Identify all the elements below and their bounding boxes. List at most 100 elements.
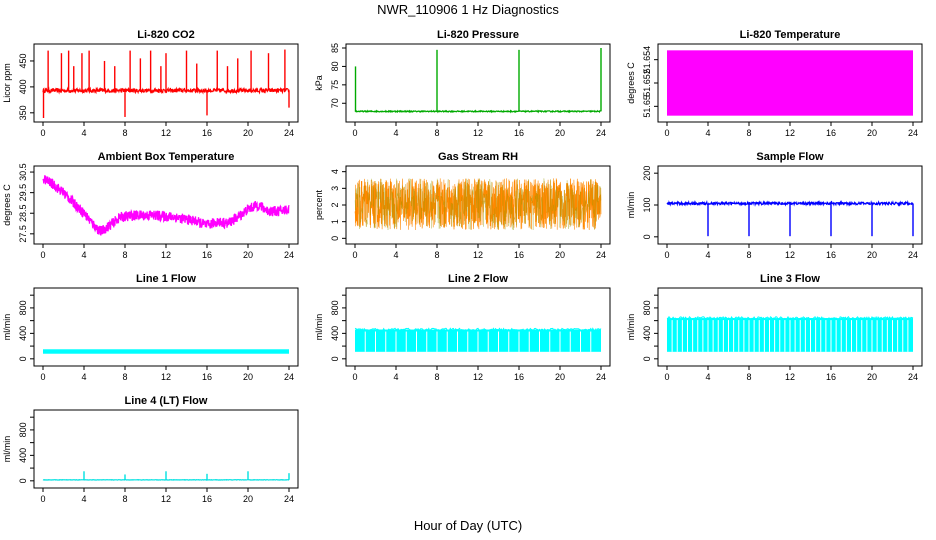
x-tick-label: 12 [161,128,171,138]
x-tick-label: 0 [664,128,669,138]
x-tick-label: 24 [596,128,606,138]
data-layer [667,50,913,116]
x-tick-label: 24 [284,128,294,138]
y-tick-label: 400 [18,448,28,463]
x-tick-label: 12 [785,250,795,260]
chart-title: Ambient Box Temperature [98,151,235,163]
x-tick-label: 16 [202,128,212,138]
x-tick-label: 0 [40,494,45,504]
y-tick-label: 400 [330,326,340,341]
x-tick-label: 4 [393,128,398,138]
y-tick-label: 3 [330,186,340,191]
y-axis-label: ml/min [314,314,324,341]
x-tick-label: 24 [908,128,918,138]
data-layer [666,315,914,352]
x-tick-label: 8 [122,128,127,138]
series-scatter-alt [354,178,602,231]
y-axis-label: ml/min [2,314,12,341]
data-layer [43,349,289,354]
y-axis-label: ml/min [2,436,12,463]
chart-title: Line 4 (LT) Flow [125,395,208,407]
y-tick-label: 51.65 [642,95,652,118]
y-tick-label: 1 [330,219,340,224]
y-tick-label: 800 [330,300,340,315]
y-tick-label: 29.5 [18,184,28,202]
y-tick-label: 2 [330,202,340,207]
x-tick-label: 20 [867,128,877,138]
x-tick-label: 20 [243,494,253,504]
series-line [42,175,290,236]
x-tick-label: 4 [81,128,86,138]
x-tick-label: 0 [40,128,45,138]
y-tick-label: 51.652 [642,69,652,97]
x-tick-label: 12 [473,128,483,138]
y-tick-label: 51.654 [642,46,652,74]
x-tick-label: 16 [514,128,524,138]
plot-frame [33,287,299,367]
data-layer [42,175,290,236]
x-tick-label: 8 [434,250,439,260]
y-tick-label: 100 [642,197,652,212]
x-tick-label: 24 [284,250,294,260]
x-tick-label: 4 [705,128,710,138]
x-tick-label: 20 [867,372,877,382]
chart-title: Li-820 Pressure [437,29,519,41]
chart-title: Line 3 Flow [760,273,820,285]
x-tick-label: 8 [746,250,751,260]
y-tick-label: 80 [330,61,340,71]
x-tick-label: 20 [243,372,253,382]
series-line [354,109,602,114]
series-top-edge [354,327,602,332]
series-top-edge [666,315,914,321]
x-tick-label: 0 [352,250,357,260]
x-tick-label: 12 [785,372,795,382]
x-tick-label: 12 [161,494,171,504]
x-tick-label: 12 [473,372,483,382]
y-axis-label: degrees C [626,62,636,104]
x-tick-label: 16 [514,372,524,382]
x-tick-label: 16 [202,494,212,504]
y-tick-label: 0 [330,356,340,361]
data-layer [42,471,290,481]
chart-temperature: Li-820 Temperature degrees C 0 4 8 12 16 20 24 51… [626,29,923,138]
x-tick-label: 24 [284,494,294,504]
chart-line1: Line 1 Flow ml/min 0 4 8 12 16 20 24 0 400 800 [2,273,299,382]
series-band [43,349,289,354]
x-axis-label: Hour of Day (UTC) [413,518,523,533]
chart-title: Line 1 Flow [136,273,196,285]
y-tick-label: 0 [330,236,340,241]
chart-title: Line 2 Flow [448,273,508,285]
x-tick-label: 12 [161,250,171,260]
y-tick-label: 27.5 [18,225,28,243]
y-tick-label: 0 [18,478,28,483]
chart-title: Li-820 CO2 [137,29,194,41]
y-axis-label: Licor ppm [2,63,12,103]
x-tick-label: 0 [40,250,45,260]
x-tick-label: 4 [81,250,86,260]
x-tick-label: 16 [202,372,212,382]
x-tick-label: 20 [243,250,253,260]
x-tick-label: 4 [81,372,86,382]
x-tick-label: 12 [161,372,171,382]
data-layer [42,49,290,118]
y-tick-label: 400 [642,326,652,341]
x-tick-label: 4 [393,372,398,382]
x-tick-label: 4 [705,372,710,382]
x-tick-label: 24 [596,372,606,382]
y-tick-label: 85 [330,43,340,53]
y-tick-label: 350 [18,105,28,120]
x-tick-label: 20 [867,250,877,260]
x-tick-label: 0 [352,372,357,382]
data-layer [354,178,602,231]
y-tick-label: 30.5 [18,163,28,181]
x-tick-label: 24 [596,250,606,260]
y-axis-label: ml/min [626,192,636,219]
x-tick-label: 4 [81,494,86,504]
x-tick-label: 0 [664,372,669,382]
chart-sample: Sample Flow ml/min 0 4 8 12 16 20 24 0 100 200 [626,151,923,260]
x-tick-label: 8 [122,250,127,260]
x-tick-label: 24 [908,250,918,260]
x-tick-label: 16 [826,372,836,382]
chart-line3: Line 3 Flow ml/min 0 4 8 12 16 20 24 0 400 800 [626,273,923,382]
series-band [667,50,913,116]
